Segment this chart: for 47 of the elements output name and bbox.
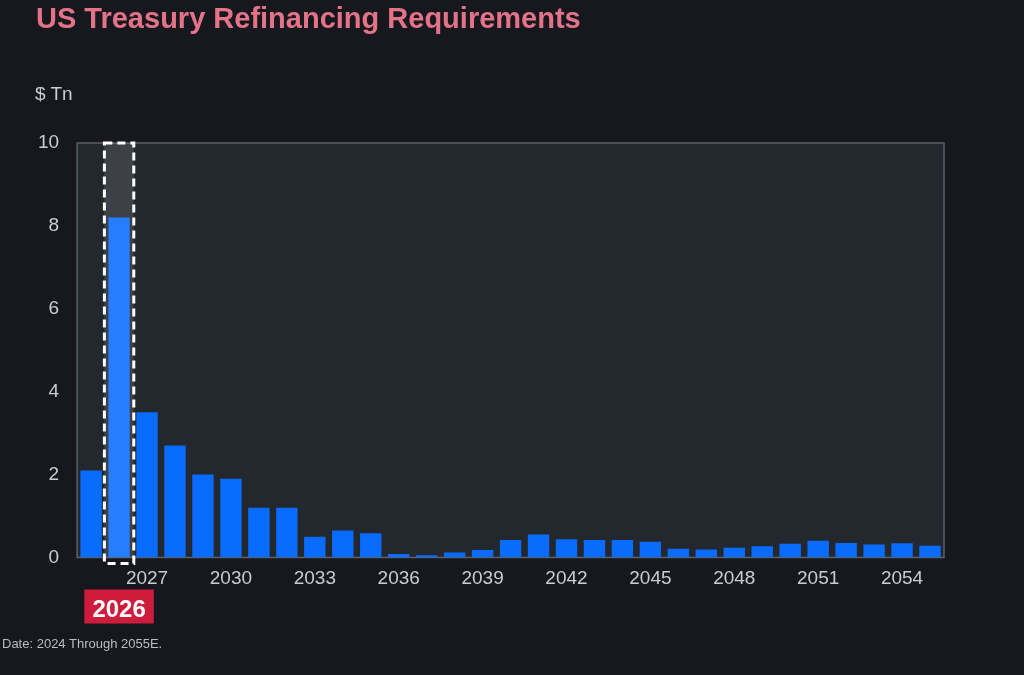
bar: [639, 541, 662, 558]
bar: [919, 545, 941, 558]
bar: [751, 546, 773, 558]
y-tick-label: 4: [48, 379, 60, 401]
bar: [667, 548, 690, 558]
bar: [555, 539, 578, 558]
x-tick-label: 2045: [629, 567, 672, 589]
bar: [471, 549, 494, 558]
x-tick-label: 2048: [713, 567, 756, 589]
x-tick-label: 2033: [293, 567, 336, 589]
text: Date: 2024 Through 2055E.: [2, 635, 163, 653]
bar: [583, 540, 606, 558]
bar: [164, 445, 186, 558]
y-axis-title: $ Tn: [35, 83, 73, 105]
bar: [248, 507, 270, 558]
bar: [611, 540, 634, 558]
x-tick-label: 2026: [92, 595, 146, 623]
x-tick-label: 2039: [461, 567, 504, 589]
bar: [807, 540, 829, 558]
chart-title: US Treasury Refinancing Requirements: [36, 2, 581, 35]
x-tick-label: 2051: [797, 567, 840, 589]
bar: [80, 470, 102, 558]
bar: [527, 534, 550, 558]
bar: [443, 552, 466, 558]
bar: [779, 543, 801, 558]
y-tick-label: 0: [48, 545, 60, 567]
bar: [891, 543, 913, 558]
x-tick-label: 2027: [125, 567, 169, 589]
bar: [499, 540, 522, 558]
bar: [723, 547, 745, 558]
y-tick-label: 2: [48, 462, 60, 484]
x-tick-label: 2030: [209, 567, 253, 589]
bar: [835, 542, 857, 558]
bar: [332, 530, 354, 558]
x-tick-label: 2036: [377, 567, 420, 589]
bar: [415, 555, 438, 558]
y-tick-label: 10: [37, 131, 60, 153]
y-tick-label: 6: [48, 296, 60, 318]
x-tick-label: 2054: [880, 567, 924, 589]
bar: [276, 507, 298, 558]
bar: [360, 533, 382, 558]
y-tick-label: 8: [48, 214, 60, 236]
x-tick-label: 2042: [545, 567, 588, 589]
bar: [192, 474, 214, 558]
bar: [863, 544, 885, 558]
bar: [220, 478, 242, 558]
bar: [304, 536, 326, 558]
